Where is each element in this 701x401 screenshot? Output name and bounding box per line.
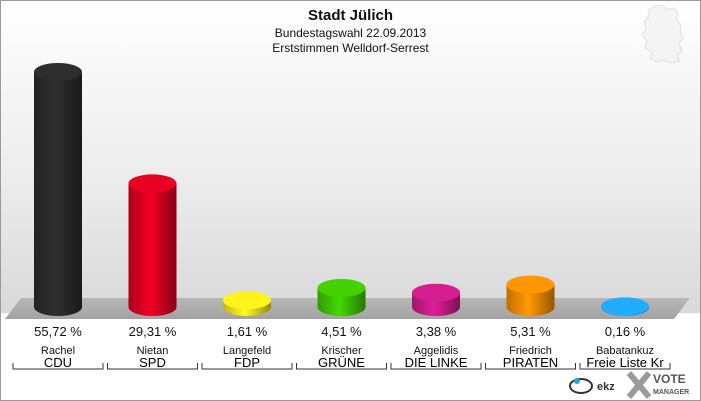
bar-die-linke	[412, 283, 460, 316]
bar-grüne	[317, 278, 366, 316]
party-bracket	[107, 363, 198, 370]
svg-text:MANAGER: MANAGER	[653, 389, 689, 396]
party-label: CDU	[44, 355, 72, 370]
chart-subtitle: Bundestagswahl 22.09.2013	[274, 26, 427, 40]
germany-map-icon	[641, 4, 684, 64]
votemanager-logo: ekz VOTE MANAGER	[569, 371, 689, 399]
value-label: 1,61 %	[227, 324, 268, 339]
party-label: DIE LINKE	[405, 355, 468, 370]
value-label: 5,31 %	[510, 324, 551, 339]
bar-freie-liste-kr	[601, 297, 649, 316]
bar-piraten	[506, 275, 555, 316]
svg-text:ekz: ekz	[597, 381, 615, 393]
value-label: 3,38 %	[416, 324, 457, 339]
chart-title: Stadt Jülich	[307, 7, 393, 24]
value-label: 4,51 %	[321, 324, 362, 339]
chart-subtitle-2: Erststimmen Welldorf-Serrest	[272, 41, 429, 55]
party-label: GRÜNE	[318, 355, 365, 370]
bar-spd	[128, 174, 177, 316]
candidate-label: Langefeld	[223, 345, 271, 357]
candidate-label: Aggelidis	[414, 345, 459, 357]
candidate-label: Rachel	[41, 345, 75, 357]
party-label: PIRATEN	[503, 355, 558, 370]
svg-text:VOTE: VOTE	[653, 372, 686, 386]
bar-cdu	[34, 63, 82, 316]
party-label: Freie Liste Kr	[586, 355, 664, 370]
party-bracket	[201, 363, 293, 370]
party-bracket	[579, 363, 671, 370]
candidate-label: Friedrich	[509, 345, 552, 357]
value-label: 55,72 %	[34, 324, 82, 339]
party-bracket	[296, 363, 387, 370]
candidate-label: Krischer	[321, 345, 362, 357]
party-bracket	[390, 363, 482, 370]
party-bracket	[485, 363, 576, 370]
party-bracket	[12, 363, 104, 370]
bar-fdp	[223, 291, 271, 316]
candidate-label: Nietan	[137, 345, 169, 357]
value-label: 0,16 %	[605, 324, 646, 339]
candidate-label: Babatankuz	[596, 345, 654, 357]
party-label: SPD	[139, 355, 166, 370]
party-label: FDP	[234, 355, 260, 370]
value-label: 29,31 %	[129, 324, 177, 339]
